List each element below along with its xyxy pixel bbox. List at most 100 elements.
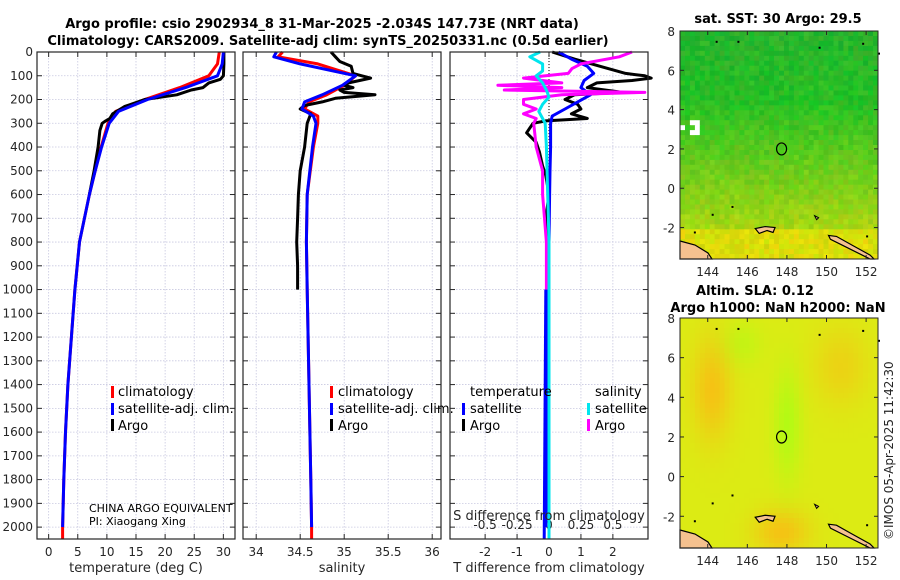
map-cell bbox=[734, 174, 740, 181]
map-cell bbox=[838, 328, 844, 334]
map-cell bbox=[833, 244, 839, 250]
map-cell bbox=[754, 145, 760, 151]
map-cell bbox=[853, 403, 859, 409]
map-cell bbox=[808, 135, 815, 141]
map-cell bbox=[873, 229, 879, 235]
map-cell bbox=[759, 239, 765, 245]
map-cell bbox=[784, 323, 790, 329]
map-cell bbox=[769, 373, 775, 379]
map-cell bbox=[774, 403, 780, 409]
map-cell bbox=[754, 438, 760, 444]
map-cell bbox=[848, 493, 854, 499]
map-cell bbox=[858, 239, 864, 245]
map-cell bbox=[838, 363, 844, 369]
map-cell bbox=[704, 174, 711, 181]
map-cell bbox=[793, 70, 800, 77]
map-cell bbox=[714, 115, 720, 121]
map-cell bbox=[873, 55, 879, 62]
map-cell bbox=[719, 443, 725, 449]
map-cell bbox=[828, 199, 834, 205]
map-cell bbox=[798, 75, 805, 81]
map-cell bbox=[689, 378, 696, 384]
map-cell bbox=[704, 383, 711, 389]
map-cell bbox=[838, 80, 844, 86]
map-cell bbox=[714, 204, 720, 210]
map-cell bbox=[714, 110, 720, 116]
map-cell bbox=[793, 498, 800, 504]
map-cell bbox=[813, 413, 819, 419]
float-program-annotation: CHINA ARGO EQUIVALENT bbox=[89, 502, 233, 515]
map-cell bbox=[699, 458, 706, 464]
map-cell bbox=[853, 338, 859, 344]
map-cell bbox=[774, 478, 780, 484]
map-cell bbox=[793, 100, 800, 106]
map-cell bbox=[764, 179, 770, 186]
map-cell bbox=[828, 408, 834, 414]
map-cell bbox=[779, 154, 785, 161]
map-cell bbox=[853, 95, 859, 101]
map-cell bbox=[729, 438, 735, 444]
map-cell bbox=[818, 423, 824, 429]
map-cell bbox=[749, 179, 755, 186]
map-cell bbox=[764, 378, 770, 384]
map-cell bbox=[863, 438, 869, 444]
map-cell bbox=[813, 483, 819, 489]
map-cell bbox=[759, 154, 765, 161]
map-cell bbox=[714, 164, 720, 171]
map-cell bbox=[803, 140, 810, 146]
map-cell bbox=[729, 110, 735, 116]
map-cell bbox=[858, 543, 864, 549]
map-cell bbox=[739, 518, 745, 524]
map-cell bbox=[764, 100, 770, 106]
map-cell bbox=[704, 343, 711, 349]
map-cell bbox=[848, 363, 854, 369]
map-cell bbox=[863, 189, 869, 195]
map-cell bbox=[759, 120, 765, 126]
map-cell bbox=[704, 508, 711, 514]
map-cell bbox=[764, 234, 770, 240]
x-tick-label: 148 bbox=[775, 554, 798, 568]
map-cell bbox=[793, 493, 800, 499]
map-cell bbox=[699, 204, 706, 210]
map-cell bbox=[719, 90, 725, 96]
map-cell bbox=[808, 323, 815, 329]
map-cell bbox=[853, 204, 859, 210]
map-cell bbox=[719, 368, 725, 374]
map-cell bbox=[739, 333, 745, 339]
map-cell bbox=[769, 164, 775, 171]
map-cell bbox=[754, 244, 760, 250]
map-cell bbox=[779, 159, 785, 166]
map-cell bbox=[823, 115, 829, 121]
map-cell bbox=[694, 453, 701, 459]
map-cell bbox=[709, 378, 716, 384]
map-cell bbox=[680, 70, 686, 77]
map-cell bbox=[685, 478, 691, 484]
map-cell bbox=[818, 408, 824, 414]
map-cell bbox=[828, 219, 834, 225]
map-cell bbox=[685, 368, 691, 374]
map-cell bbox=[813, 31, 819, 37]
map-cell bbox=[828, 224, 834, 230]
temperature-xlabel: temperature (deg C) bbox=[69, 561, 203, 576]
map-cell bbox=[808, 343, 815, 349]
map-cell bbox=[818, 105, 824, 111]
map-cell bbox=[724, 249, 730, 255]
map-cell bbox=[793, 453, 800, 459]
map-cell bbox=[788, 378, 795, 384]
map-cell bbox=[689, 169, 696, 176]
map-cell bbox=[784, 473, 790, 479]
map-cell bbox=[813, 45, 819, 52]
map-cell bbox=[744, 338, 750, 344]
axes-frame bbox=[449, 51, 649, 540]
map-cell bbox=[808, 438, 815, 444]
map-cell bbox=[754, 60, 760, 67]
map-cell bbox=[784, 234, 790, 240]
map-cell bbox=[689, 403, 696, 409]
map-cell bbox=[828, 174, 834, 181]
map-cell bbox=[689, 36, 696, 42]
map-cell bbox=[680, 418, 686, 424]
map-cell bbox=[808, 204, 815, 210]
map-cell bbox=[704, 483, 711, 489]
map-cell bbox=[828, 179, 834, 186]
map-cell bbox=[798, 413, 805, 419]
